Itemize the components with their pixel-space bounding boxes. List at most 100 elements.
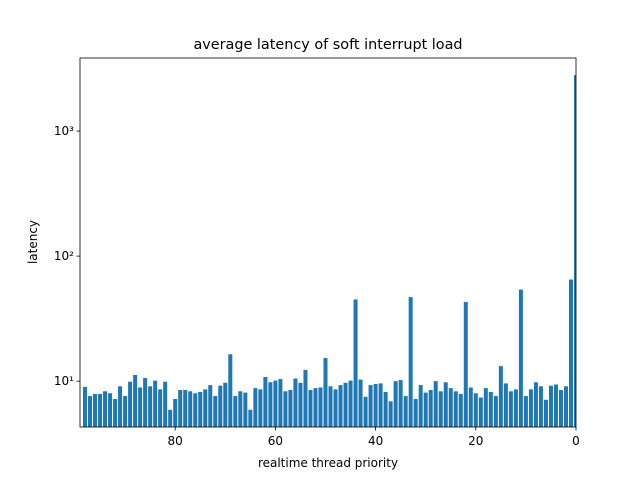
bar xyxy=(88,396,93,427)
bar xyxy=(243,392,248,427)
bar xyxy=(518,289,523,427)
bar xyxy=(408,297,413,427)
x-tick-label: 20 xyxy=(468,434,483,448)
bar xyxy=(378,383,383,427)
bar xyxy=(183,389,188,427)
y-axis-label: latency xyxy=(26,220,40,264)
bar xyxy=(333,389,338,427)
bar xyxy=(523,396,528,427)
bar xyxy=(448,388,453,427)
bar xyxy=(508,391,513,427)
bar xyxy=(83,386,88,427)
bar xyxy=(93,393,98,427)
bar xyxy=(528,389,533,427)
bar xyxy=(428,389,433,427)
bar xyxy=(358,379,363,427)
y-tick-label: 10² xyxy=(54,249,74,263)
bar xyxy=(293,378,298,427)
bar xyxy=(493,396,498,427)
bar xyxy=(313,388,318,427)
bar xyxy=(423,392,428,427)
bar xyxy=(473,393,478,427)
bar xyxy=(388,401,393,427)
bar xyxy=(463,301,468,427)
bar xyxy=(413,399,418,427)
bar xyxy=(258,389,263,427)
bar xyxy=(303,369,308,427)
bar xyxy=(368,385,373,427)
bar xyxy=(168,409,173,427)
bar xyxy=(533,382,538,427)
bar xyxy=(543,399,548,427)
bar xyxy=(573,75,576,427)
bar xyxy=(568,279,573,427)
bar xyxy=(278,379,283,427)
bar xyxy=(288,389,293,427)
y-tick-label: 10³ xyxy=(54,124,74,138)
bar xyxy=(133,375,138,427)
bar xyxy=(228,354,233,427)
bar xyxy=(298,382,303,427)
bar xyxy=(398,380,403,427)
bar xyxy=(113,399,118,427)
bar xyxy=(458,393,463,427)
bar xyxy=(173,399,178,427)
bar xyxy=(138,387,143,427)
bar xyxy=(128,381,133,427)
bar xyxy=(208,385,213,427)
bar xyxy=(538,386,543,427)
bar xyxy=(373,383,378,427)
bar xyxy=(348,380,353,427)
chart-title: average latency of soft interrupt load xyxy=(193,37,462,53)
bar xyxy=(513,389,518,427)
bar xyxy=(98,393,103,427)
bar xyxy=(363,396,368,427)
bar xyxy=(433,381,438,427)
bar xyxy=(483,388,488,427)
bar xyxy=(123,396,128,427)
bar xyxy=(558,389,563,427)
x-tick-label: 40 xyxy=(368,434,383,448)
bar xyxy=(153,380,158,427)
bar xyxy=(248,409,253,427)
bar xyxy=(418,385,423,427)
bar xyxy=(188,391,193,427)
bar xyxy=(158,389,163,427)
bar xyxy=(563,386,568,427)
bar xyxy=(338,385,343,427)
bar xyxy=(328,386,333,427)
bar xyxy=(283,391,288,427)
bar xyxy=(263,376,268,427)
bar xyxy=(238,391,243,427)
x-tick-label: 80 xyxy=(168,434,183,448)
bar xyxy=(148,386,153,427)
bar xyxy=(438,391,443,427)
bar xyxy=(163,381,168,427)
bar xyxy=(308,389,313,427)
bar xyxy=(223,382,228,427)
bar xyxy=(203,389,208,427)
bar xyxy=(118,386,123,427)
x-tick-label: 60 xyxy=(268,434,283,448)
axes-frame xyxy=(79,57,577,428)
bar xyxy=(548,385,553,427)
bar xyxy=(218,385,223,427)
bar xyxy=(503,383,508,427)
bar xyxy=(353,299,358,427)
bar xyxy=(213,396,218,427)
bar xyxy=(253,388,258,427)
bar xyxy=(233,396,238,427)
x-tick-label: 0 xyxy=(572,434,580,448)
bar xyxy=(143,378,148,427)
bar xyxy=(178,389,183,427)
bar xyxy=(318,387,323,427)
bar xyxy=(498,366,503,427)
bar xyxy=(193,393,198,427)
bar xyxy=(488,391,493,427)
bar xyxy=(443,382,448,427)
bar xyxy=(273,380,278,427)
bar xyxy=(478,397,483,427)
bar xyxy=(383,391,388,427)
bar xyxy=(468,387,473,427)
